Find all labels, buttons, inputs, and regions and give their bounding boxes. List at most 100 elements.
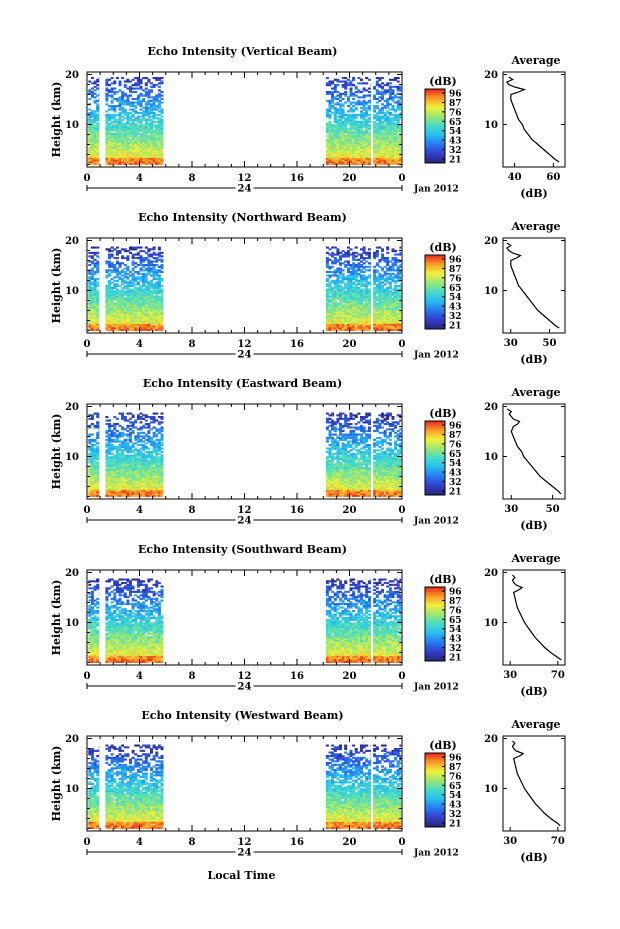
- heatmap-cell: [105, 80, 109, 83]
- heatmap-cell: [362, 99, 366, 102]
- heatmap-cell: [399, 98, 402, 101]
- heatmap-cell: [108, 463, 111, 466]
- heatmap-cell: [142, 306, 146, 309]
- heatmap-cell: [357, 99, 361, 102]
- heatmap-cell: [131, 325, 135, 328]
- heatmap-cell: [394, 127, 398, 130]
- heatmap-cell: [93, 152, 97, 155]
- heatmap-cell: [346, 286, 350, 289]
- heatmap-cell: [110, 430, 114, 433]
- heatmap-cell: [360, 112, 363, 115]
- y-axis-label: Height (km): [50, 248, 63, 324]
- heatmap-cell: [129, 105, 132, 108]
- chart-title: Echo Intensity (Vertical Beam): [147, 45, 337, 58]
- heatmap-cell: [378, 316, 382, 319]
- heatmap-cell: [346, 281, 350, 284]
- heatmap-cell: [108, 313, 111, 316]
- heatmap-cell: [129, 290, 132, 293]
- heatmap-cell: [144, 161, 148, 164]
- heatmap-cell: [144, 281, 148, 284]
- heatmap-cell: [105, 431, 109, 434]
- heatmap-cell: [134, 124, 138, 127]
- heatmap-cell: [386, 161, 390, 164]
- heatmap-cell: [144, 148, 148, 151]
- heatmap-cell: [396, 253, 400, 256]
- heatmap-cell: [365, 141, 369, 144]
- heatmap-cell: [93, 468, 97, 471]
- heatmap-cell: [325, 143, 329, 146]
- heatmap-cell: [333, 103, 337, 106]
- heatmap-cell: [381, 257, 384, 260]
- heatmap-cell: [357, 307, 361, 310]
- heatmap-cell: [365, 122, 369, 125]
- heatmap-cell: [152, 292, 156, 295]
- heatmap-cell: [147, 321, 151, 324]
- heatmap-cell: [118, 122, 122, 125]
- heatmap-cell: [88, 447, 92, 450]
- heatmap-cell: [354, 138, 358, 141]
- heatmap-cell: [142, 285, 146, 288]
- heatmap-cell: [129, 251, 132, 254]
- heatmap-cell: [378, 306, 382, 309]
- heatmap-cell: [118, 119, 122, 122]
- heatmap-cell: [108, 89, 111, 92]
- heatmap-cell: [155, 323, 159, 326]
- heatmap-cell: [336, 133, 340, 136]
- heatmap-cell: [126, 159, 130, 162]
- heatmap-cell: [93, 426, 97, 429]
- heatmap-cell: [362, 129, 366, 132]
- heatmap-cell: [367, 297, 371, 300]
- heatmap-cell: [357, 154, 361, 157]
- heatmap-cell: [155, 274, 159, 277]
- heatmap-cell: [144, 113, 148, 116]
- heatmap-cell: [341, 295, 345, 298]
- heatmap-cell: [357, 147, 361, 150]
- heatmap-cell: [139, 313, 143, 316]
- heatmap-cell: [349, 84, 353, 87]
- heatmap-cell: [386, 127, 390, 130]
- heatmap-cell: [118, 468, 122, 471]
- heatmap-cell: [341, 134, 345, 137]
- heatmap-cell: [365, 300, 369, 303]
- heatmap-cell: [108, 297, 111, 300]
- heatmap-cell: [90, 458, 94, 461]
- heatmap-cell: [381, 320, 384, 323]
- heatmap-cell: [147, 147, 151, 150]
- heatmap-cell: [131, 246, 135, 249]
- heatmap-cell: [346, 255, 350, 258]
- heatmap-cell: [325, 91, 329, 94]
- heatmap-cell: [362, 122, 366, 125]
- heatmap-cell: [333, 98, 337, 101]
- heatmap-cell: [155, 307, 159, 310]
- heatmap-cell: [150, 143, 153, 146]
- heatmap-cell: [121, 314, 125, 317]
- heatmap-cell: [367, 276, 371, 279]
- heatmap-cell: [160, 251, 164, 254]
- heatmap-cell: [147, 269, 151, 272]
- heatmap-cell: [378, 84, 382, 87]
- heatmap-cell: [328, 147, 332, 150]
- heatmap-cell: [391, 269, 395, 272]
- heatmap-cell: [96, 78, 100, 81]
- colorbar-swatch: [425, 311, 445, 315]
- heatmap-cell: [155, 306, 159, 309]
- heatmap-cell: [144, 122, 148, 125]
- heatmap-cell: [381, 161, 384, 164]
- heatmap-cell: [90, 295, 94, 298]
- heatmap-cell: [144, 323, 148, 326]
- heatmap-cell: [142, 269, 146, 272]
- heatmap-cell: [88, 311, 92, 314]
- heatmap-cell: [134, 154, 138, 157]
- heatmap-cell: [394, 122, 398, 125]
- heatmap-cell: [105, 84, 109, 87]
- heatmap-cell: [378, 321, 382, 324]
- heatmap-cell: [96, 416, 100, 419]
- heatmap-cell: [375, 314, 379, 317]
- heatmap-cell: [339, 290, 342, 293]
- heatmap-cell: [325, 302, 329, 305]
- heatmap-cell: [113, 87, 117, 90]
- heatmap-cell: [108, 283, 111, 286]
- heatmap-cell: [105, 293, 109, 296]
- heatmap-cell: [341, 112, 345, 115]
- heatmap-cell: [391, 131, 395, 134]
